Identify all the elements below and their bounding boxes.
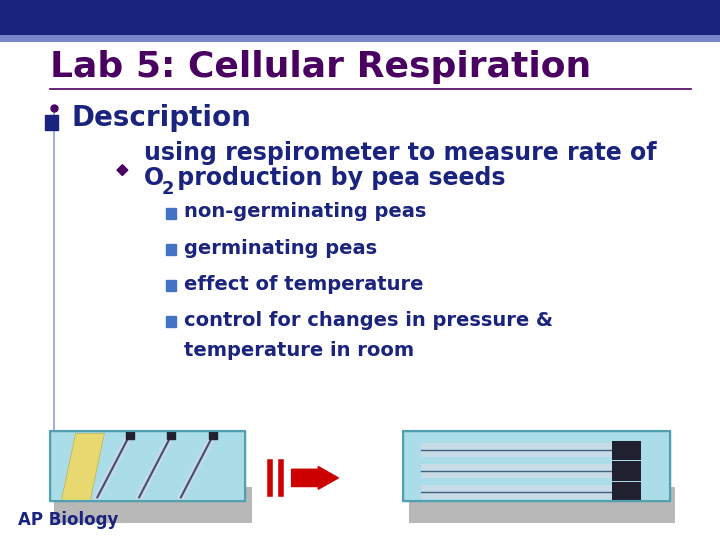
Text: AP Biology: AP Biology <box>18 511 118 529</box>
Text: non-germinating peas: non-germinating peas <box>184 202 426 221</box>
Bar <box>612 482 641 502</box>
Bar <box>54 487 252 523</box>
Text: 2: 2 <box>161 180 174 198</box>
Bar <box>45 115 58 130</box>
Bar <box>612 441 641 460</box>
Text: control for changes in pressure &: control for changes in pressure & <box>184 311 553 330</box>
Text: using respirometer to measure rate of: using respirometer to measure rate of <box>144 141 657 165</box>
Bar <box>403 430 670 501</box>
FancyArrow shape <box>292 467 338 489</box>
Text: effect of temperature: effect of temperature <box>184 275 423 294</box>
Bar <box>166 280 176 291</box>
Text: temperature in room: temperature in room <box>184 341 414 360</box>
Text: germinating peas: germinating peas <box>184 239 377 258</box>
Bar <box>166 244 176 255</box>
Bar <box>50 430 245 501</box>
Text: Description: Description <box>72 104 252 132</box>
Bar <box>409 487 675 523</box>
Bar <box>166 208 176 219</box>
Bar <box>0 0 720 35</box>
Text: O: O <box>144 166 164 190</box>
Bar <box>612 461 641 481</box>
Text: Lab 5: Cellular Respiration: Lab 5: Cellular Respiration <box>50 50 592 84</box>
Text: production by pea seeds: production by pea seeds <box>169 166 505 190</box>
Bar <box>403 430 670 501</box>
Bar <box>0 35 720 42</box>
Bar <box>166 316 176 327</box>
Polygon shape <box>117 165 128 176</box>
Bar <box>50 430 245 501</box>
Polygon shape <box>61 433 104 501</box>
